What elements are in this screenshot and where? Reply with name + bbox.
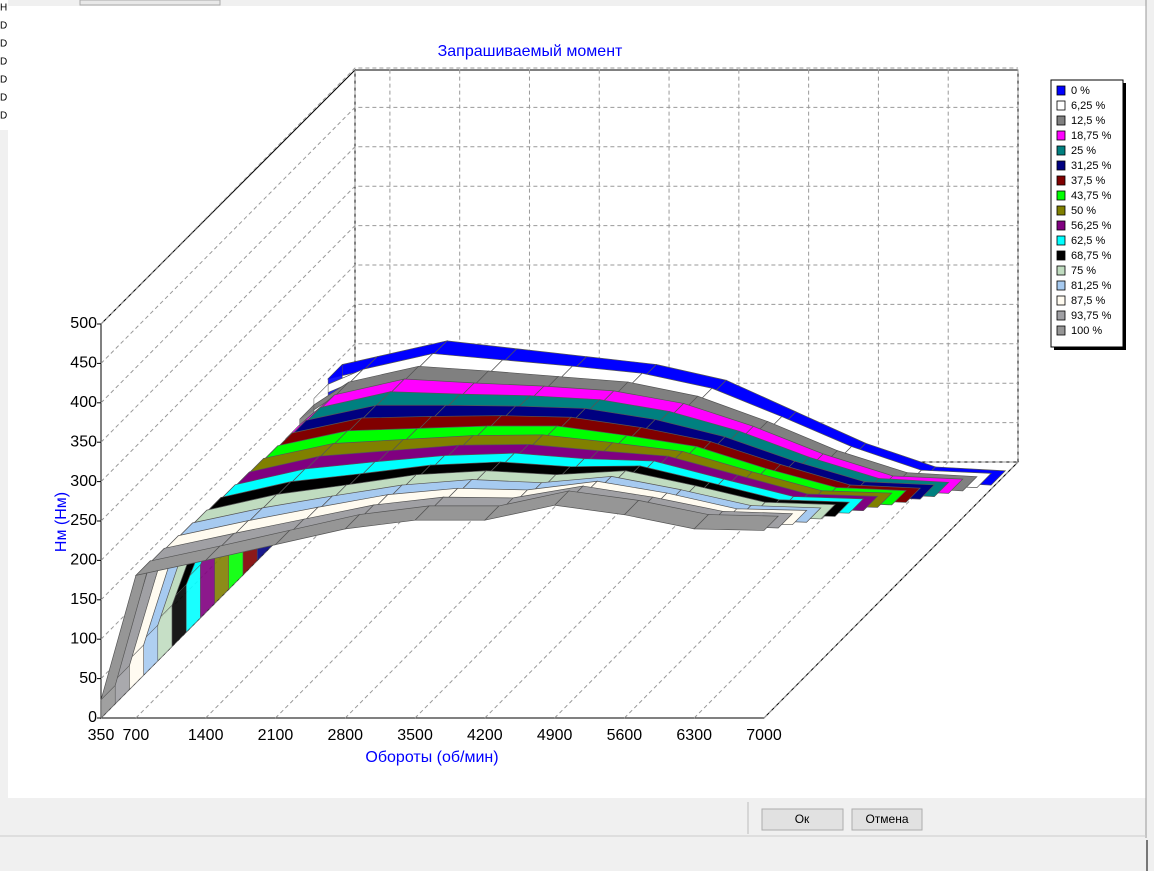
surface-cell [414,505,500,521]
x-tick-label: 2800 [327,727,363,744]
cancel-button-frame[interactable] [851,808,923,831]
legend-label: 18,75 % [1071,130,1112,142]
x-tick-label: 7000 [746,727,782,744]
sidebar-letter: D [0,93,7,104]
legend-label: 25 % [1071,145,1096,157]
x-axis-label: Обороты (об/мин) [365,749,498,766]
legend-label: 68,75 % [1071,250,1112,262]
legend-label: 37,5 % [1071,175,1105,187]
x-tick-label: 4900 [537,727,573,744]
y-tick-label: 200 [70,552,97,569]
legend-swatch [1056,190,1066,201]
legend-label: 56,25 % [1071,220,1112,232]
grid-line [693,68,949,719]
x-tick-label: 1400 [188,727,224,744]
legend-swatch [1056,265,1066,276]
y-tick-label: 150 [70,591,97,608]
x-tick-label: 3500 [397,727,433,744]
ok-button[interactable]: Ок [761,808,844,831]
y-tick-label: 400 [70,394,97,411]
legend-label: 62,5 % [1071,235,1105,247]
legend-label: 0 % [1071,85,1090,97]
y-tick-label: 500 [70,315,97,332]
x-tick-label: 5600 [607,727,643,744]
grid-line [100,264,1018,522]
x-tick-label: 700 [123,727,150,744]
legend-swatch [1056,280,1066,291]
legend-swatch [1056,220,1066,231]
surface-cell [693,514,780,531]
legend-swatch [1056,205,1066,216]
y-tick-label: 450 [70,355,97,372]
sidebar-letter: D [0,57,7,68]
ok-label[interactable]: Ок [795,812,810,826]
grid-line [763,68,1019,719]
grid-line [100,185,1018,443]
sidebar-letter: Н [0,3,7,14]
grid-line [100,67,1018,325]
y-tick-label: 250 [70,512,97,529]
cancel-button[interactable]: Отмена [851,808,923,831]
sidebar [0,0,8,130]
surface-side [100,684,116,719]
y-tick-label: 300 [70,473,97,490]
legend-swatch [1056,85,1066,96]
legend-swatch [1056,295,1066,306]
legend-label: 75 % [1071,265,1096,277]
legend-swatch [1056,310,1066,321]
legend-swatch [1056,130,1066,141]
y-axis-label: Нм (Нм) [53,492,70,552]
legend-label: 6,25 % [1071,100,1105,112]
x-tick-label: 6300 [676,727,712,744]
ok-button-frame[interactable] [761,808,844,831]
sidebar-letter: D [0,39,7,50]
legend-label: 12,5 % [1071,115,1105,127]
sidebar-letter: D [0,21,7,32]
y-tick-label: 100 [70,630,97,647]
legend-swatch [1056,160,1066,171]
y-tick-label: 350 [70,433,97,450]
legend-swatch [1056,100,1066,111]
y-tick-label: 0 [88,709,97,726]
y-tick-label: 50 [79,670,97,687]
legend-swatch [1056,325,1066,336]
legend-label: 93,75 % [1071,310,1112,322]
x-tick-label: 350 [88,727,115,744]
legend-label: 31,25 % [1071,160,1112,172]
legend-label: 87,5 % [1071,295,1105,307]
legend-swatch [1056,175,1066,186]
legend-swatch [1056,145,1066,156]
cancel-label[interactable]: Отмена [865,812,908,826]
legend-label: 100 % [1071,325,1102,337]
sidebar-letter: D [0,75,7,86]
legend-label: 43,75 % [1071,190,1112,202]
legend-label: 50 % [1071,205,1096,217]
legend: 0 % 6,25 % 12,5 % 18,75 % 25 % 31,25 % 37,5 % 4… [1050,79,1126,350]
legend-label: 81,25 % [1071,280,1112,292]
legend-swatch [1056,250,1066,261]
tabs [79,0,221,6]
x-tick-label: 4200 [467,727,503,744]
sidebar-letter: D [0,111,7,122]
chart-title: Запрашиваемый момент [438,43,623,60]
legend-swatch [1056,115,1066,126]
x-tick-label: 2100 [258,727,294,744]
legend-swatch [1056,235,1066,246]
